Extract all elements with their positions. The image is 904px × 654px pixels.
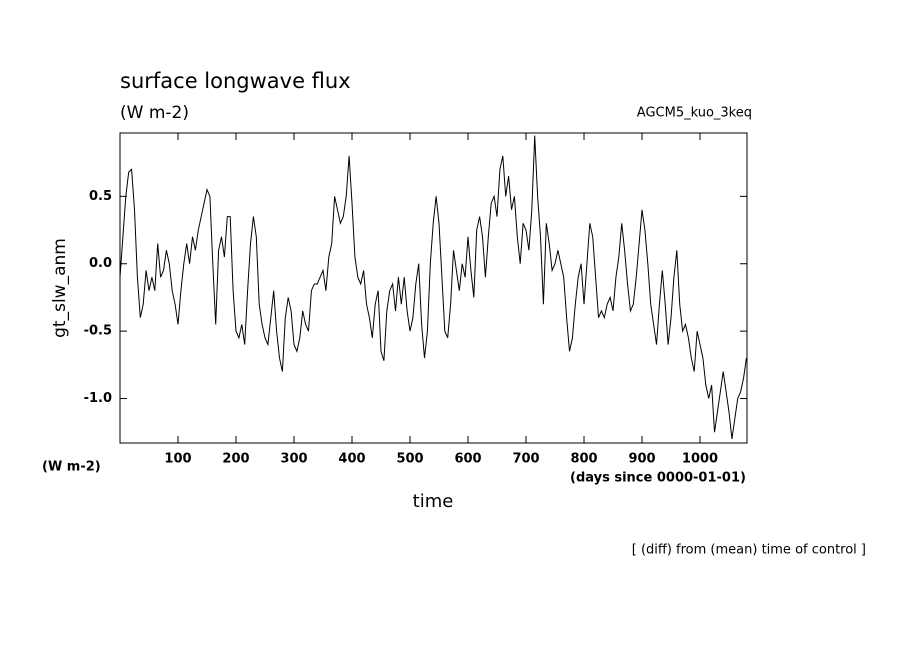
x-tick-label: 1000 <box>682 452 718 467</box>
x-tick-label: 100 <box>164 452 191 467</box>
x-tick-label: 700 <box>512 452 539 467</box>
chart-subtitle: (W m-2) <box>120 103 189 123</box>
x-tick-label: 300 <box>280 452 307 467</box>
x-unit: (days since 0000-01-01) <box>570 471 746 486</box>
y-tick-label: 0.5 <box>89 189 112 204</box>
x-tick-label: 400 <box>338 452 365 467</box>
annotation: AGCM5_kuo_3keq <box>637 106 752 121</box>
x-tick-label: 200 <box>222 452 249 467</box>
y-tick-label: -0.5 <box>84 324 112 339</box>
chart-title: surface longwave flux <box>120 69 351 93</box>
y-tick-label: 0.0 <box>89 256 112 271</box>
x-tick-label: 600 <box>454 452 481 467</box>
x-tick-label: 900 <box>628 452 655 467</box>
y-axis-title: gt_slw_anm <box>50 238 70 338</box>
data-line <box>119 135 747 440</box>
y-unit: (W m-2) <box>42 460 101 475</box>
x-axis-title: time <box>413 491 454 512</box>
x-tick-label: 800 <box>570 452 597 467</box>
x-tick-label: 500 <box>396 452 423 467</box>
footnote: [ (diff) from (mean) time of control ] <box>632 543 866 558</box>
plot-frame <box>119 132 748 444</box>
y-tick-label: -1.0 <box>84 391 112 406</box>
